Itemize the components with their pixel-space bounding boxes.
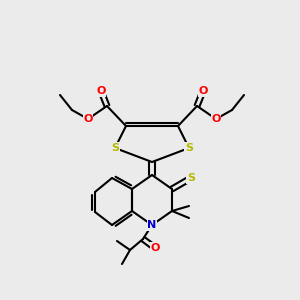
Text: S: S	[111, 143, 119, 153]
Text: S: S	[185, 143, 193, 153]
Text: O: O	[150, 243, 160, 253]
Text: S: S	[187, 173, 195, 183]
Text: N: N	[147, 220, 157, 230]
Text: O: O	[83, 114, 93, 124]
Text: O: O	[96, 86, 106, 96]
Text: O: O	[198, 86, 208, 96]
Text: O: O	[211, 114, 221, 124]
